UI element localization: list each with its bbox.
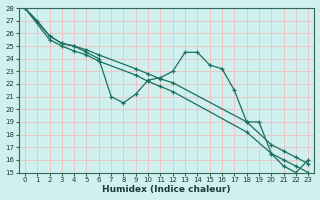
- X-axis label: Humidex (Indice chaleur): Humidex (Indice chaleur): [102, 185, 231, 194]
